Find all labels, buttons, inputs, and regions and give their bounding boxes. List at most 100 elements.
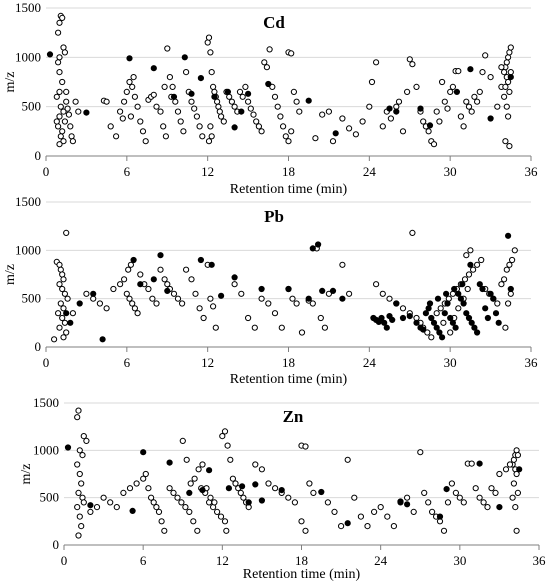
y-tick-label: 500: [40, 490, 60, 505]
y-axis-title: m/z: [3, 264, 18, 285]
data-point-open: [53, 118, 60, 125]
data-point-filled: [224, 88, 231, 96]
data-point-open: [465, 103, 473, 110]
data-point-open: [61, 118, 69, 125]
data-point-open: [366, 103, 373, 110]
data-point-open: [221, 428, 229, 435]
data-point-filled: [140, 449, 147, 456]
data-point-open: [162, 133, 169, 140]
data-point-open: [223, 527, 230, 534]
data-point-open: [238, 290, 245, 297]
data-point-open: [503, 266, 510, 273]
data-point-filled: [231, 124, 238, 131]
data-point-open: [51, 336, 58, 343]
data-point-filled: [507, 285, 514, 293]
data-point-open: [231, 281, 238, 288]
data-point-open: [460, 499, 467, 506]
data-point-open: [56, 281, 63, 288]
data-point-open: [170, 290, 178, 297]
data-point-open: [428, 334, 435, 341]
data-point-open: [510, 480, 518, 487]
data-point-open: [449, 83, 456, 91]
data-point-filled: [404, 501, 411, 508]
data-point-filled: [463, 310, 470, 317]
data-point-open: [507, 69, 514, 76]
data-point-open: [219, 433, 226, 440]
data-point-open: [269, 83, 276, 91]
data-point-open: [278, 324, 285, 331]
data-point-filled: [447, 314, 454, 322]
panel-title: Pb: [264, 207, 284, 226]
data-point-open: [505, 78, 512, 86]
data-point-open: [60, 138, 67, 145]
data-point-open: [501, 93, 508, 100]
data-point-open: [512, 504, 519, 511]
data-point-open: [134, 310, 141, 317]
data-point-open: [252, 461, 259, 468]
data-point-filled: [164, 287, 171, 294]
data-point-open: [161, 276, 168, 283]
data-point-open: [245, 98, 252, 105]
data-point-filled: [422, 310, 429, 317]
data-point-open: [474, 261, 481, 268]
data-point-open: [496, 470, 503, 478]
data-point-open: [487, 74, 494, 81]
data-point-filled: [505, 232, 512, 239]
data-point-open: [324, 499, 331, 506]
data-point-filled: [181, 54, 188, 61]
data-point-open: [488, 485, 495, 492]
data-point-open: [191, 105, 198, 112]
data-point-filled: [413, 319, 420, 326]
data-point-filled: [444, 300, 451, 307]
data-point-open: [134, 103, 141, 110]
data-point-open: [409, 229, 416, 236]
data-point-filled: [495, 319, 502, 326]
data-point-open: [502, 83, 509, 91]
y-tick-label: 1000: [33, 442, 59, 457]
data-point-open: [224, 442, 231, 449]
data-point-open: [502, 138, 509, 145]
data-point-filled: [399, 314, 407, 322]
data-point-open: [205, 138, 213, 145]
data-point-filled: [258, 285, 265, 293]
data-point-open: [384, 513, 391, 520]
data-point-open: [75, 108, 82, 115]
data-point-filled: [393, 300, 400, 307]
data-point-open: [164, 281, 171, 288]
data-point-open: [506, 143, 513, 150]
data-point-filled: [130, 256, 137, 264]
data-point-open: [288, 128, 295, 135]
data-point-open: [195, 466, 202, 473]
data-point-open: [192, 290, 199, 297]
data-point-filled: [430, 319, 438, 326]
data-point-filled: [258, 497, 265, 504]
data-point-filled: [492, 310, 500, 317]
x-tick-label: 12: [201, 164, 214, 179]
data-point-filled: [449, 319, 456, 326]
data-point-open: [399, 128, 407, 135]
data-point-open: [142, 138, 149, 145]
data-point-open: [221, 518, 229, 525]
data-point-open: [242, 83, 249, 91]
data-point-open: [210, 303, 217, 310]
data-point-open: [215, 103, 222, 110]
data-point-open: [57, 103, 64, 110]
data-point-open: [285, 494, 292, 501]
data-point-open: [506, 49, 513, 56]
data-point-filled: [265, 80, 272, 88]
data-point-open: [447, 88, 454, 96]
data-point-open: [183, 69, 190, 76]
x-tick-label: 12: [201, 355, 214, 370]
x-tick-label: 24: [363, 355, 377, 370]
data-point-open: [126, 78, 133, 86]
data-point-open: [157, 108, 164, 115]
data-point-open: [218, 113, 225, 120]
data-point-open: [261, 59, 268, 66]
data-point-filled: [443, 290, 450, 297]
data-point-open: [214, 508, 221, 515]
data-point-open: [506, 261, 513, 268]
data-point-open: [406, 56, 413, 63]
data-point-open: [187, 480, 194, 487]
data-point-open: [338, 523, 345, 530]
data-point-open: [465, 271, 473, 278]
